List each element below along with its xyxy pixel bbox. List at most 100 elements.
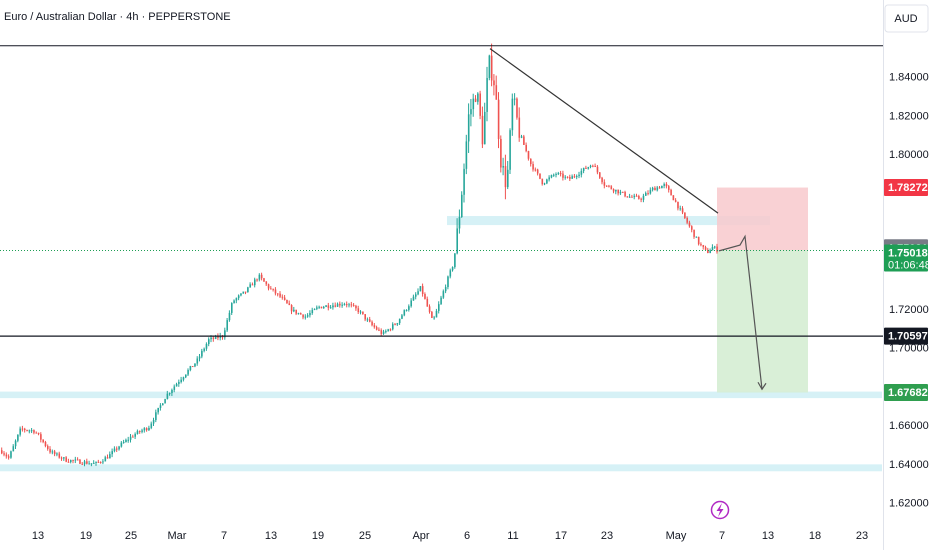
candle-up [28,430,31,432]
price-tick-label: 1.72000 [889,304,929,316]
candle-up [633,195,636,198]
candle-up [435,310,438,318]
currency-button[interactable] [884,4,929,33]
candle-up [366,319,369,321]
candle-up [235,298,238,301]
candle-up [454,253,456,268]
candle-up [323,306,325,309]
candle-down [527,150,530,159]
candle-up [444,287,447,292]
candle-down [672,195,675,201]
candle-down [65,457,67,462]
stop-badge-box [884,179,928,197]
candle-down [279,293,281,297]
candle-down [375,327,378,330]
candle-up [329,307,332,309]
candle-down [72,459,74,461]
candle-down [389,329,392,331]
candle-up [51,451,54,453]
candle-down [536,169,539,174]
candle-up [148,427,150,431]
candle-up [589,165,592,168]
candle-up [477,93,479,102]
candle-down [86,461,88,464]
candle-down [704,247,707,250]
candle-down [286,299,288,304]
candle-up [651,187,654,190]
candle-down [212,337,215,339]
time-tick-label: 6 [464,530,470,542]
time-tick-label: 17 [555,530,567,542]
candle-up [318,306,320,308]
candle-up [398,318,401,324]
candle-down [654,187,656,191]
candle-down [490,55,493,81]
candle-down [290,305,293,312]
candle-down [518,117,521,138]
candle-up [456,228,458,254]
candle-down [665,184,668,187]
candle-down [605,185,608,187]
candle-up [157,407,159,413]
candle-up [88,463,90,465]
candle-down [702,245,705,248]
candle-down [670,189,672,196]
candle-down [668,186,670,190]
candle-up [392,324,394,330]
candle-up [30,430,33,432]
candle-up [553,174,555,176]
candle-down [60,457,63,459]
candle-down [49,448,51,453]
candle-down [562,173,564,178]
candle-down [320,306,323,309]
candle-down [421,286,424,294]
candle-down [355,305,357,309]
candle-down [145,428,148,431]
candle-up [297,313,300,315]
candle-down [191,366,194,368]
candle-up [185,374,187,378]
candle-up [102,461,104,463]
candle-up [332,305,334,308]
candle-down [116,448,118,450]
candle-down [53,451,56,455]
candle-up [173,386,176,390]
candle-up [548,177,550,180]
candle-up [343,304,346,306]
candle-up [293,309,295,312]
candle-up [465,141,468,169]
time-tick-label: 19 [312,530,324,542]
candle-up [410,300,412,307]
candle-down [428,306,431,312]
candle-up [341,304,343,306]
current-price-badge-label: 1.75018 [888,248,928,260]
candle-up [175,383,178,387]
candle-up [458,217,461,229]
candle-up [111,451,113,455]
candle-up [408,306,410,310]
candle-down [693,229,695,237]
candle-up [178,381,180,384]
candle-up [440,297,442,305]
time-tick-label: 13 [265,530,277,542]
candle-up [201,350,203,357]
lightning-icon[interactable] [710,500,730,520]
current-price-badge-countdown: 01:06:48 [888,260,931,272]
candle-down [300,313,302,315]
candle-up [109,454,111,459]
price-tick-label: 1.66000 [889,420,929,432]
candle-down [569,177,571,179]
candle-up [228,312,231,321]
candle-down [371,321,373,326]
candle-up [513,98,516,100]
candle-down [530,158,532,165]
candle-down [373,325,376,328]
candle-down [352,305,355,307]
candle-up [484,111,486,145]
candle-up [120,442,123,447]
projection-path [718,234,763,390]
candle-up [645,193,647,196]
candle-down [640,198,642,200]
candle-down [357,308,360,313]
